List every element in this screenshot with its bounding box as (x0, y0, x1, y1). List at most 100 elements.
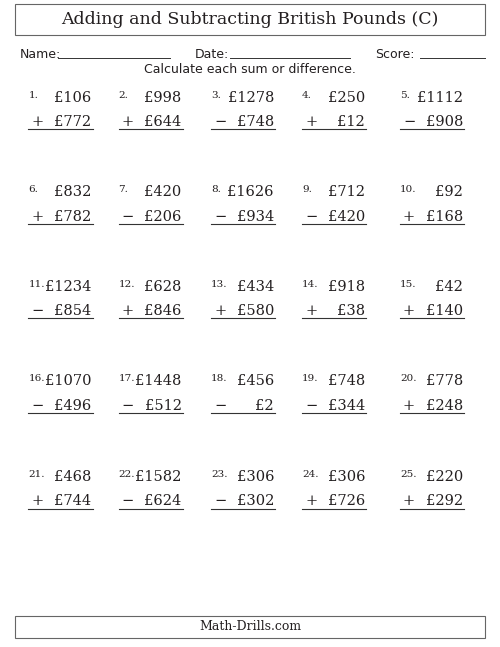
Text: 11.: 11. (28, 280, 45, 289)
Text: £496: £496 (54, 399, 92, 413)
Text: £12: £12 (338, 115, 365, 129)
Text: 10.: 10. (400, 185, 416, 194)
Text: −: − (214, 115, 226, 129)
Text: 1.: 1. (28, 91, 38, 100)
Text: 20.: 20. (400, 374, 416, 383)
Text: £140: £140 (426, 304, 463, 318)
Text: £1070: £1070 (45, 374, 92, 388)
Text: £628: £628 (144, 280, 182, 294)
Text: 13.: 13. (211, 280, 228, 289)
Text: +: + (305, 304, 317, 318)
Text: £1626: £1626 (228, 185, 274, 199)
Text: £1278: £1278 (228, 91, 274, 105)
Text: 4.: 4. (302, 91, 312, 100)
Text: £748: £748 (237, 115, 274, 129)
Text: £624: £624 (144, 494, 182, 509)
Text: 19.: 19. (302, 374, 318, 383)
Text: Calculate each sum or difference.: Calculate each sum or difference. (144, 63, 356, 76)
Text: 2.: 2. (118, 91, 128, 100)
Text: −: − (305, 399, 318, 413)
FancyBboxPatch shape (15, 4, 485, 35)
Text: 6.: 6. (28, 185, 38, 194)
Text: £908: £908 (426, 115, 463, 129)
Text: £1112: £1112 (417, 91, 463, 105)
Text: £832: £832 (54, 185, 92, 199)
Text: −: − (214, 494, 226, 509)
Text: +: + (403, 210, 415, 224)
Text: 25.: 25. (400, 470, 416, 479)
Text: £726: £726 (328, 494, 365, 509)
Text: £1234: £1234 (45, 280, 92, 294)
Text: £220: £220 (426, 470, 463, 484)
Text: £456: £456 (237, 374, 274, 388)
Text: £998: £998 (144, 91, 182, 105)
Text: 24.: 24. (302, 470, 318, 479)
Text: £420: £420 (328, 210, 365, 224)
Text: 5.: 5. (400, 91, 410, 100)
Text: £644: £644 (144, 115, 182, 129)
Text: −: − (305, 210, 318, 224)
Text: +: + (214, 304, 226, 318)
Text: Name:: Name: (20, 48, 61, 61)
Text: 8.: 8. (211, 185, 221, 194)
Text: −: − (32, 399, 44, 413)
Text: −: − (214, 210, 226, 224)
Text: 12.: 12. (118, 280, 135, 289)
Text: £854: £854 (54, 304, 92, 318)
Text: £306: £306 (328, 470, 365, 484)
Text: 14.: 14. (302, 280, 318, 289)
Text: Score:: Score: (375, 48, 414, 61)
Text: 16.: 16. (28, 374, 45, 383)
Text: 15.: 15. (400, 280, 416, 289)
Text: −: − (214, 399, 226, 413)
Text: 9.: 9. (302, 185, 312, 194)
Text: £782: £782 (54, 210, 92, 224)
Text: −: − (403, 115, 415, 129)
Text: £306: £306 (236, 470, 274, 484)
Text: £168: £168 (426, 210, 463, 224)
Text: +: + (403, 494, 415, 509)
Text: £420: £420 (144, 185, 182, 199)
Text: £778: £778 (426, 374, 463, 388)
Text: £1448: £1448 (135, 374, 182, 388)
Text: £580: £580 (236, 304, 274, 318)
Text: £344: £344 (328, 399, 365, 413)
Text: £512: £512 (144, 399, 182, 413)
Text: +: + (403, 304, 415, 318)
Text: +: + (32, 210, 44, 224)
Text: 18.: 18. (211, 374, 228, 383)
Text: £106: £106 (54, 91, 92, 105)
Text: £772: £772 (54, 115, 92, 129)
Text: £292: £292 (426, 494, 463, 509)
Text: £92: £92 (435, 185, 463, 199)
Text: £42: £42 (435, 280, 463, 294)
Text: 23.: 23. (211, 470, 228, 479)
Text: £846: £846 (144, 304, 182, 318)
Text: £206: £206 (144, 210, 182, 224)
Text: £250: £250 (328, 91, 365, 105)
Text: +: + (32, 494, 44, 509)
Text: −: − (122, 399, 134, 413)
Text: £434: £434 (237, 280, 274, 294)
Text: Math-Drills.com: Math-Drills.com (199, 620, 301, 633)
Text: £2: £2 (256, 399, 274, 413)
Text: £934: £934 (237, 210, 274, 224)
Text: +: + (32, 115, 44, 129)
Text: Date:: Date: (195, 48, 229, 61)
Text: +: + (122, 304, 134, 318)
Text: −: − (122, 210, 134, 224)
Text: 7.: 7. (118, 185, 128, 194)
Text: £712: £712 (328, 185, 365, 199)
Text: 3.: 3. (211, 91, 221, 100)
Text: +: + (305, 115, 317, 129)
Text: 21.: 21. (28, 470, 45, 479)
Text: £302: £302 (236, 494, 274, 509)
Text: Adding and Subtracting British Pounds (C): Adding and Subtracting British Pounds (C… (62, 11, 438, 28)
Text: £38: £38 (337, 304, 365, 318)
Text: £468: £468 (54, 470, 92, 484)
Text: 22.: 22. (118, 470, 135, 479)
Text: £744: £744 (54, 494, 92, 509)
FancyBboxPatch shape (15, 616, 485, 638)
Text: £918: £918 (328, 280, 365, 294)
Text: −: − (122, 494, 134, 509)
